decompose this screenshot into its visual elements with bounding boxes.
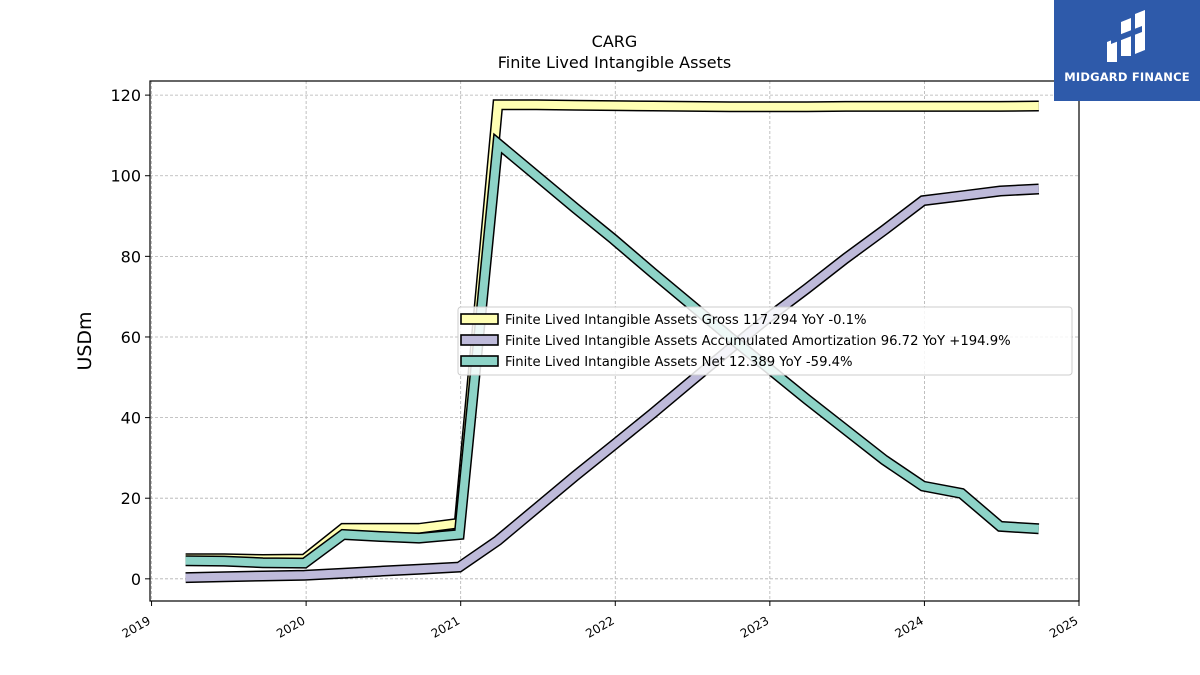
midgard-finance-logo: MIDGARD FINANCE [1054,0,1200,101]
x-tick-label: 2022 [583,613,616,640]
series-layer [185,99,1040,584]
y-tick-label: 40 [121,409,141,428]
y-axis-label: USDm [74,311,96,370]
y-tick-label: 100 [110,167,141,186]
legend-swatch-1 [460,313,499,325]
y-tick-label: 20 [121,489,141,508]
series-line-2 [185,185,1040,582]
logo-text: MIDGARD FINANCE [1064,70,1190,84]
series-line-3 [185,135,1040,568]
x-tick-label: 2023 [738,613,771,640]
chart-subtitle: Finite Lived Intangible Assets [498,53,731,72]
legend: Finite Lived Intangible Assets Gross 117… [457,306,1073,376]
y-tick-label: 120 [110,86,141,105]
legend-label-3: Finite Lived Intangible Assets Net 12.38… [505,355,853,370]
legend-box [457,306,1073,376]
x-tick-label: 2025 [1047,613,1080,640]
legend-swatch-2 [460,334,499,346]
x-tick-label: 2019 [120,613,153,640]
x-tick-label: 2021 [429,613,462,640]
chart-title: CARG [592,32,638,51]
plot-frame [149,80,1080,602]
y-tick-label: 0 [131,570,141,589]
y-tick-label: 60 [121,328,141,347]
y-tick-label: 80 [121,247,141,266]
legend-label-2: Finite Lived Intangible Assets Accumulat… [505,334,1011,349]
midgard-logo-mark-icon [1107,10,1145,62]
series-outline-2 [185,183,1040,584]
x-tick-label: 2020 [274,613,307,640]
x-tick-label: 2024 [892,613,925,640]
legend-label-1: Finite Lived Intangible Assets Gross 117… [505,313,867,328]
legend-swatch-3 [460,355,499,367]
